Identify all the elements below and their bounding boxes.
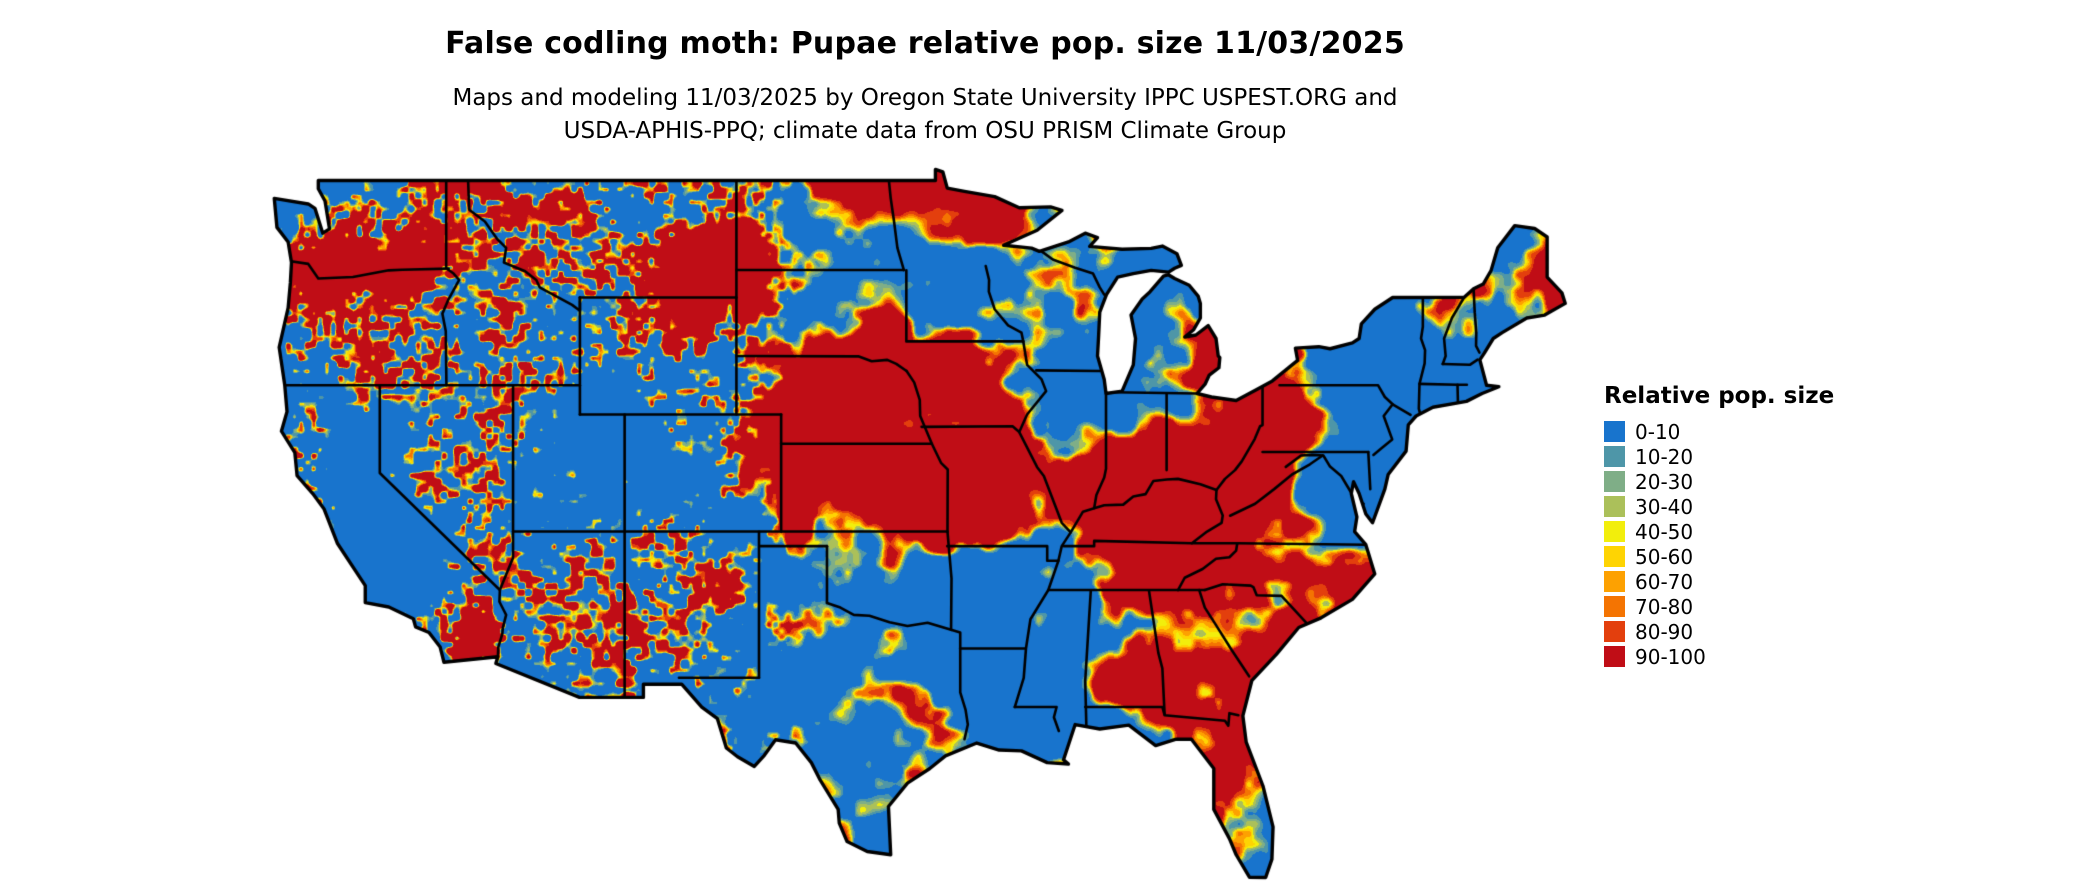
legend-item: 50-60 <box>1604 544 1834 569</box>
legend-item: 10-20 <box>1604 444 1834 469</box>
legend-item: 0-10 <box>1604 419 1834 444</box>
legend-item-label: 60-70 <box>1635 569 1694 594</box>
legend-item: 20-30 <box>1604 469 1834 494</box>
legend-item-label: 70-80 <box>1635 594 1694 619</box>
legend-item-label: 80-90 <box>1635 619 1694 644</box>
legend-color-swatch <box>1604 621 1625 642</box>
map-subtitle: Maps and modeling 11/03/2025 by Oregon S… <box>0 82 1850 149</box>
legend-color-swatch <box>1604 596 1625 617</box>
legend-item: 60-70 <box>1604 569 1834 594</box>
legend-item-label: 90-100 <box>1635 644 1706 669</box>
legend: Relative pop. size 0-10 10-20 20-30 30-40 40… <box>1604 383 1834 669</box>
legend-items: 0-10 10-20 20-30 30-40 40-50 50-60 60-70 70-80 8… <box>1604 419 1834 669</box>
legend-color-swatch <box>1604 446 1625 467</box>
legend-color-swatch <box>1604 546 1625 567</box>
legend-item-label: 20-30 <box>1635 469 1694 494</box>
legend-item-label: 40-50 <box>1635 519 1694 544</box>
legend-title: Relative pop. size <box>1604 383 1835 409</box>
legend-item-label: 10-20 <box>1635 444 1694 469</box>
map-subtitle-line1: Maps and modeling 11/03/2025 by Oregon S… <box>452 85 1398 111</box>
legend-color-swatch <box>1604 471 1625 492</box>
legend-item-label: 50-60 <box>1635 544 1694 569</box>
legend-color-swatch <box>1604 646 1625 667</box>
legend-color-swatch <box>1604 521 1625 542</box>
legend-item: 40-50 <box>1604 519 1834 544</box>
map-title: False codling moth: Pupae relative pop. … <box>445 26 1405 61</box>
legend-color-swatch <box>1604 421 1625 442</box>
legend-item: 70-80 <box>1604 594 1834 619</box>
legend-item: 90-100 <box>1604 644 1834 669</box>
legend-item-label: 30-40 <box>1635 494 1694 519</box>
map-subtitle-line2: USDA-APHIS-PPQ; climate data from OSU PR… <box>563 118 1287 145</box>
legend-color-swatch <box>1604 571 1625 592</box>
legend-item: 80-90 <box>1604 619 1834 644</box>
legend-color-swatch <box>1604 496 1625 517</box>
us-map-canvas <box>268 163 1576 889</box>
legend-item-label: 0-10 <box>1635 419 1681 444</box>
legend-item: 30-40 <box>1604 494 1834 519</box>
